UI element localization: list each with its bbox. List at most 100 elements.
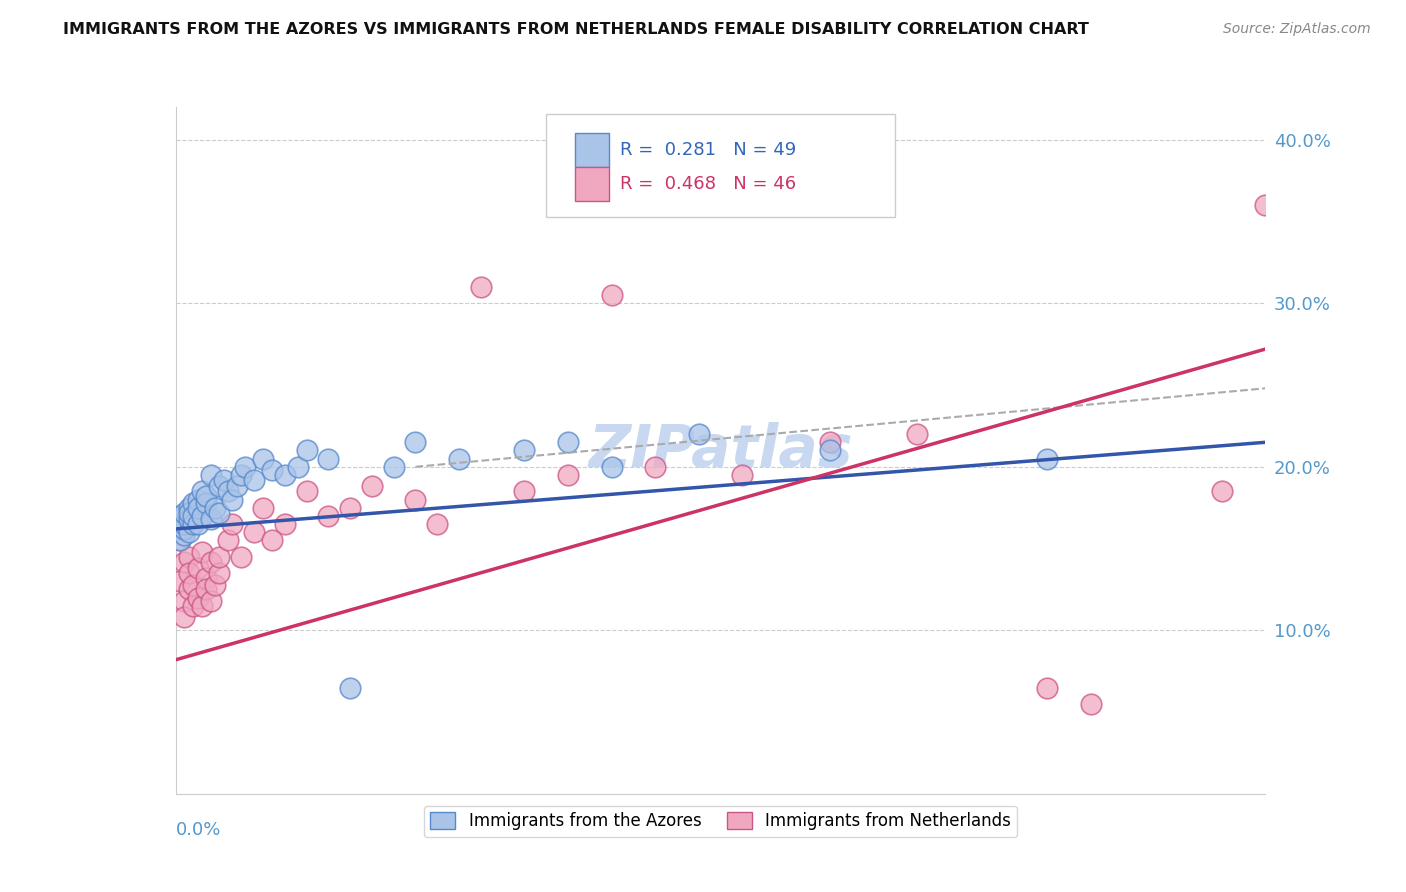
Text: R =  0.468   N = 46: R = 0.468 N = 46 <box>620 175 796 193</box>
Point <box>1254 198 1277 212</box>
Point <box>191 599 214 613</box>
Point <box>186 561 209 575</box>
Point <box>252 451 274 466</box>
Point <box>231 549 253 564</box>
Point <box>177 506 200 520</box>
Point <box>295 484 318 499</box>
Point <box>208 549 231 564</box>
Point <box>217 484 239 499</box>
Point <box>173 610 195 624</box>
Point <box>382 459 405 474</box>
Point <box>1036 681 1059 695</box>
Point <box>287 459 309 474</box>
Point <box>181 496 204 510</box>
FancyBboxPatch shape <box>546 114 896 217</box>
Point <box>235 459 257 474</box>
Point <box>274 467 297 482</box>
Point <box>173 555 195 569</box>
Point <box>177 512 200 526</box>
Point <box>181 508 204 523</box>
Point <box>1036 451 1059 466</box>
Point <box>1211 484 1233 499</box>
Text: IMMIGRANTS FROM THE AZORES VS IMMIGRANTS FROM NETHERLANDS FEMALE DISABILITY CORR: IMMIGRANTS FROM THE AZORES VS IMMIGRANTS… <box>63 22 1090 37</box>
Point <box>169 533 191 548</box>
FancyBboxPatch shape <box>575 168 609 201</box>
Point <box>208 506 231 520</box>
Point <box>243 525 266 540</box>
Point <box>252 500 274 515</box>
Point <box>905 427 928 442</box>
FancyBboxPatch shape <box>575 133 609 167</box>
Point <box>231 467 253 482</box>
Point <box>600 288 623 302</box>
Point <box>217 533 239 548</box>
Point <box>318 451 340 466</box>
Point <box>204 500 226 515</box>
Point <box>195 489 218 503</box>
Point <box>186 492 209 507</box>
Point <box>274 516 297 531</box>
Point <box>169 574 191 589</box>
Point <box>688 427 710 442</box>
Point <box>181 577 204 591</box>
Point <box>186 516 209 531</box>
Point <box>191 508 214 523</box>
Point <box>318 508 340 523</box>
Point <box>186 591 209 605</box>
Point <box>200 512 222 526</box>
Point <box>177 566 200 580</box>
Point <box>818 443 841 458</box>
Point <box>405 492 427 507</box>
Point <box>360 479 382 493</box>
Point <box>731 467 754 482</box>
Point <box>243 473 266 487</box>
Point <box>212 473 235 487</box>
Point <box>818 435 841 450</box>
Point <box>225 479 247 493</box>
Point <box>173 516 195 531</box>
Point <box>208 566 231 580</box>
Text: 0.0%: 0.0% <box>176 822 221 839</box>
Point <box>447 451 470 466</box>
Point <box>426 516 449 531</box>
Point <box>169 512 191 526</box>
Point <box>191 484 214 499</box>
Point <box>181 599 204 613</box>
Point <box>200 594 222 608</box>
Point <box>195 571 218 585</box>
Point <box>177 525 200 540</box>
Point <box>204 577 226 591</box>
Point <box>186 500 209 515</box>
Point <box>173 528 195 542</box>
Point <box>173 594 195 608</box>
Point <box>470 280 492 294</box>
Text: ZIPatlas: ZIPatlas <box>588 422 853 479</box>
Point <box>295 443 318 458</box>
Point <box>221 516 243 531</box>
Point <box>200 467 222 482</box>
Point <box>557 435 579 450</box>
Point <box>260 533 283 548</box>
Point <box>169 533 191 548</box>
Text: R =  0.281   N = 49: R = 0.281 N = 49 <box>620 141 797 159</box>
Point <box>169 508 191 523</box>
Text: Source: ZipAtlas.com: Source: ZipAtlas.com <box>1223 22 1371 37</box>
Point <box>173 506 195 520</box>
Point <box>339 681 361 695</box>
Point <box>177 582 200 597</box>
Point <box>1080 697 1102 711</box>
Point <box>195 582 218 597</box>
Point <box>191 545 214 559</box>
Point <box>339 500 361 515</box>
Point <box>513 443 536 458</box>
Point <box>173 522 195 536</box>
Point <box>260 463 283 477</box>
Point <box>644 459 666 474</box>
Point <box>513 484 536 499</box>
Point <box>177 549 200 564</box>
Point <box>181 516 204 531</box>
Point <box>200 555 222 569</box>
Point <box>600 459 623 474</box>
Point <box>195 496 218 510</box>
Point <box>177 500 200 515</box>
